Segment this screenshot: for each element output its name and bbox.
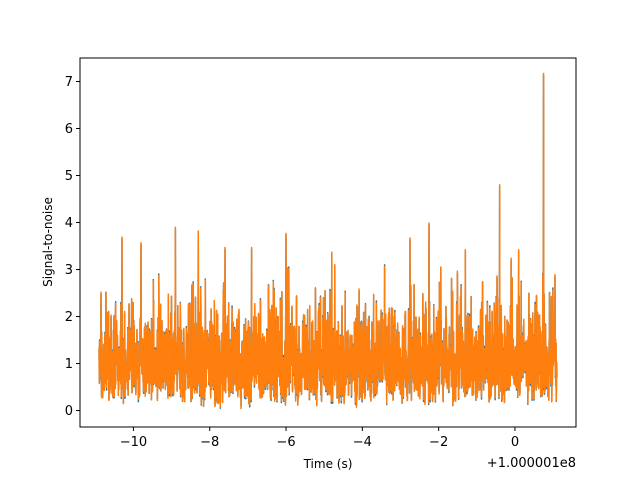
y-tick-label: 1 [65,357,73,372]
y-tick-label: 7 [65,75,73,90]
x-tick-label: −2 [429,435,448,450]
series-2-line [98,72,558,410]
y-tick-label: 0 [65,404,73,419]
y-tick-label: 6 [65,122,73,137]
x-tick-label: −10 [120,435,147,450]
x-tick-label: −6 [276,435,295,450]
x-axis-label: Time (s) [303,457,353,471]
y-tick-label: 2 [65,310,73,325]
axes-frame [79,57,577,428]
x-axis-ticks: −10 −8 −6 −4 −2 0 [120,427,519,450]
x-tick-label: 0 [511,435,519,450]
y-tick-label: 4 [65,216,73,231]
plot-area [98,72,558,410]
x-axis-offset-text: +1.000001e8 [487,456,576,471]
y-tick-label: 5 [65,169,73,184]
y-axis-label: Signal-to-noise [41,197,55,287]
y-tick-label: 3 [65,263,73,278]
x-tick-label: −8 [200,435,219,450]
y-axis-ticks: 0 1 2 3 4 5 6 7 [65,75,80,419]
x-tick-label: −4 [353,435,372,450]
